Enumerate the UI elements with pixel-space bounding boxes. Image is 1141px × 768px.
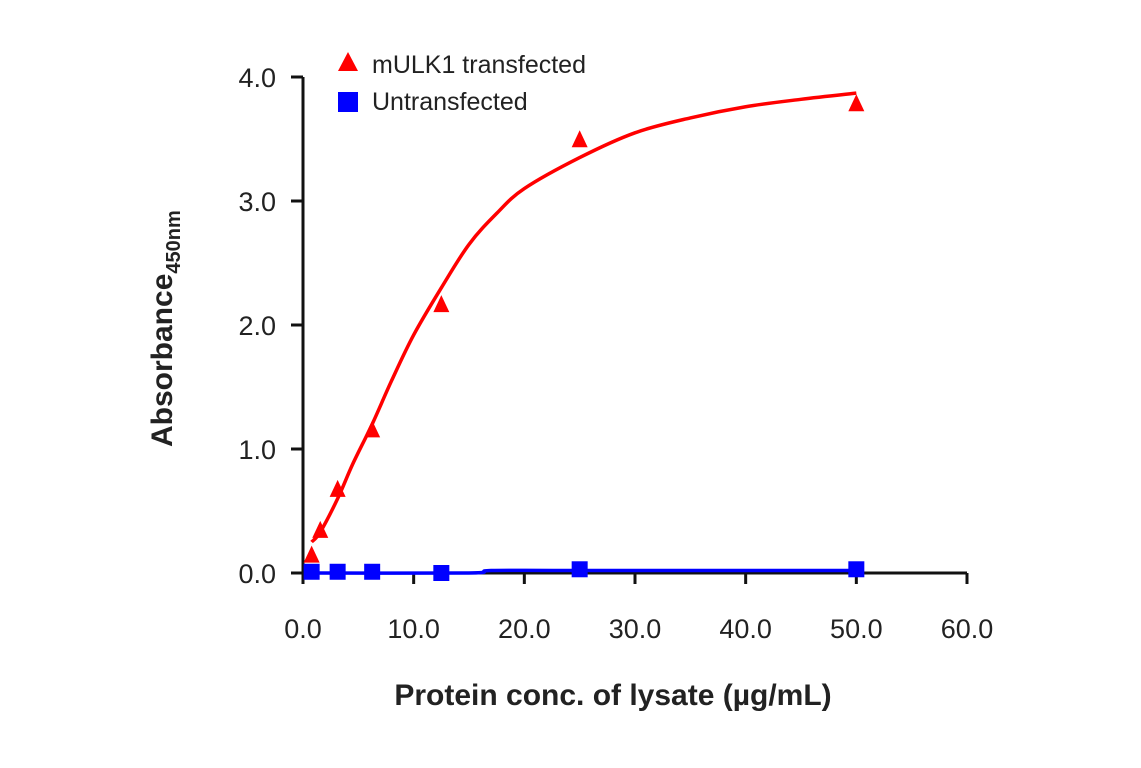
y-axis-label-main: Absorbance [146,274,179,447]
data-point-transfected [312,520,329,538]
x-tick-label: 30.0 [609,614,662,644]
y-axis-label-subscript: 450nm [163,210,185,273]
fit-curve-transfected [310,91,857,544]
data-point-transfected [848,94,865,112]
data-point-transfected [571,130,588,148]
x-axis-label: Protein conc. of lysate (µg/mL) [394,679,831,712]
data-point-untransfected [848,561,865,578]
data-point-transfected [433,295,450,313]
legend-label-transfected: mULK1 transfected [372,51,586,79]
x-tick-label: 40.0 [719,614,772,644]
y-tick-label: 4.0 [238,63,276,93]
x-tick-label: 0.0 [284,614,322,644]
data-point-transfected [303,545,320,563]
data-point-transfected [329,479,346,497]
data-point-untransfected [433,565,450,581]
y-tick-label: 3.0 [238,187,276,217]
y-tick-label: 2.0 [238,311,276,341]
legend-square-icon [338,92,358,112]
x-tick-label: 20.0 [498,614,551,644]
data-point-transfected [364,420,381,438]
legend-label-untransfected: Untransfected [372,88,528,116]
data-point-untransfected [303,563,320,580]
data-point-untransfected [364,563,381,580]
fit-curve-untransfected [311,568,857,575]
y-axis-label: Absorbance450nm [146,210,185,447]
data-point-untransfected [329,563,346,580]
legend: mULK1 transfected Untransfected [338,51,586,116]
legend-triangle-icon [338,52,358,71]
data-point-untransfected [571,561,588,578]
x-tick-label: 60.0 [941,614,994,644]
x-tick-label: 10.0 [387,614,440,644]
x-tick-label: 50.0 [830,614,883,644]
y-tick-label: 1.0 [238,435,276,465]
y-tick-label: 0.0 [238,559,276,589]
